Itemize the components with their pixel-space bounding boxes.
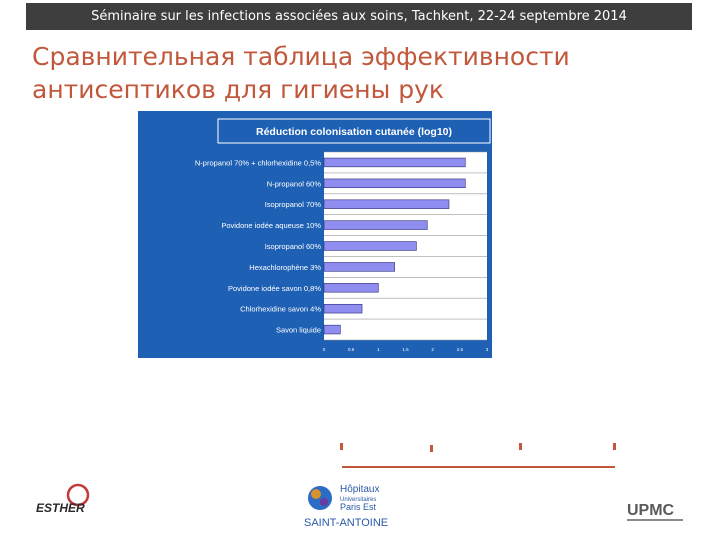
bar [323, 178, 466, 189]
seminar-banner: Séminaire sur les infections associées a… [26, 3, 692, 30]
category-label: Hexachlorophène 3% [249, 263, 321, 272]
x-tick-label: 2.5 [457, 347, 464, 352]
bar [323, 220, 428, 230]
x-tick-label: 2 [431, 347, 434, 352]
category-label: Savon liquide [276, 326, 321, 335]
esther-logo: ESTHER [36, 483, 90, 515]
tick-mark [430, 445, 433, 452]
bar [323, 241, 417, 251]
x-tick-label: 3 [486, 347, 489, 352]
category-label: N-propanol 70% + chlorhexidine 0,5% [195, 158, 321, 167]
category-label: Isopropanol 60% [265, 242, 322, 251]
hopitaux-saint-antoine-logo: Hôpitaux Universitaires Paris Est SAINT-… [304, 484, 388, 529]
x-tick-label: 0 [323, 347, 326, 352]
hopitaux-text-3: Paris Est [340, 502, 377, 512]
upmc-underline [627, 519, 683, 521]
upmc-logo: UPMC [627, 502, 683, 521]
category-label: Povidone iodée aqueuse 10% [221, 221, 321, 230]
esther-logo-text: ESTHER [36, 501, 85, 515]
category-label: Povidone iodée savon 0,8% [228, 284, 321, 293]
upmc-logo-text: UPMC [627, 502, 675, 519]
saint-antoine-text: SAINT-ANTOINE [304, 517, 388, 529]
slide-title-line-1: Сравнительная таблица эффективности [32, 42, 570, 71]
slide-title: Сравнительная таблица эффективности анти… [32, 40, 652, 106]
bar-chart-svg: Réduction colonisation cutanée (log10) N… [195, 118, 491, 352]
x-tick-label: 0.5 [348, 347, 355, 352]
bar [323, 283, 379, 293]
axis-tick-marks [330, 440, 630, 480]
category-label: N-propanol 60% [267, 179, 322, 188]
tick-mark [519, 443, 522, 450]
category-label: Isopropanol 70% [265, 200, 322, 209]
chart-title-box [217, 118, 491, 144]
bar [323, 303, 363, 314]
bar [323, 324, 341, 335]
tick-mark [340, 443, 343, 450]
slide-title-line-2: антисептиков для гигиены рук [32, 75, 445, 104]
x-tick-label: 1.5 [402, 347, 409, 352]
divider-line [342, 466, 615, 468]
x-tick-label: 1 [377, 347, 380, 352]
category-label: Chlorhexidine savon 4% [240, 305, 321, 314]
bar [323, 262, 395, 272]
chart-title: Réduction colonisation cutanée (log10) [256, 126, 452, 138]
antiseptic-efficacy-chart: Réduction colonisation cutanée (log10) N… [138, 111, 492, 358]
hopitaux-text-1: Hôpitaux [340, 484, 379, 495]
bar [323, 199, 450, 209]
bar [323, 157, 466, 168]
tick-mark [613, 443, 616, 450]
hopitaux-text-2: Universitaires [340, 497, 376, 503]
